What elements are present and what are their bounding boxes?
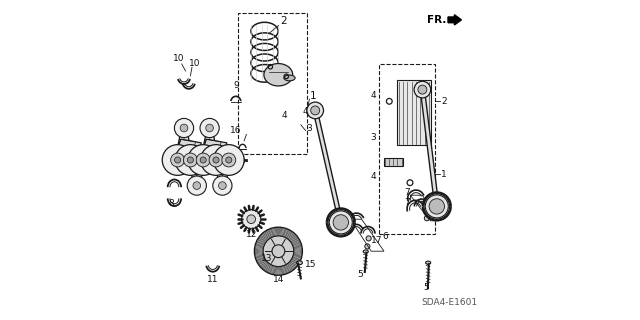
Text: 2: 2 <box>441 97 447 106</box>
Bar <box>380 64 435 234</box>
Circle shape <box>193 182 201 189</box>
Circle shape <box>188 176 206 195</box>
Circle shape <box>307 102 323 119</box>
Circle shape <box>366 236 371 241</box>
Circle shape <box>163 145 193 175</box>
Circle shape <box>200 157 206 163</box>
Ellipse shape <box>297 261 302 265</box>
Circle shape <box>206 124 214 132</box>
Ellipse shape <box>364 250 369 253</box>
Circle shape <box>242 210 261 229</box>
Circle shape <box>219 182 227 189</box>
Bar <box>383 158 403 166</box>
Ellipse shape <box>284 75 295 81</box>
Text: 2: 2 <box>280 16 287 26</box>
Circle shape <box>424 216 429 221</box>
Text: 7: 7 <box>345 222 351 231</box>
Text: 15: 15 <box>305 260 317 269</box>
Text: 9: 9 <box>234 81 239 90</box>
Circle shape <box>226 157 232 163</box>
Circle shape <box>213 157 219 163</box>
Circle shape <box>259 240 275 256</box>
Text: 4: 4 <box>302 107 308 116</box>
Circle shape <box>180 124 188 132</box>
Text: 3: 3 <box>306 124 312 133</box>
Text: 6: 6 <box>437 206 442 215</box>
Text: 6: 6 <box>383 232 388 241</box>
Text: 3: 3 <box>371 133 376 142</box>
Text: 8: 8 <box>168 199 174 208</box>
Wedge shape <box>198 154 227 174</box>
Wedge shape <box>199 139 227 160</box>
Wedge shape <box>173 154 201 174</box>
Text: 7: 7 <box>404 198 410 207</box>
Circle shape <box>418 85 427 94</box>
Circle shape <box>414 81 431 98</box>
Text: FR.: FR. <box>427 15 447 25</box>
Text: 4: 4 <box>282 111 287 120</box>
Circle shape <box>254 227 302 275</box>
Circle shape <box>175 157 180 163</box>
Circle shape <box>196 153 210 167</box>
Circle shape <box>188 145 219 175</box>
Circle shape <box>263 244 271 252</box>
Circle shape <box>426 209 431 214</box>
Circle shape <box>247 215 255 223</box>
Circle shape <box>333 215 349 230</box>
Text: 10: 10 <box>173 54 184 63</box>
Circle shape <box>201 145 232 175</box>
Circle shape <box>365 244 370 249</box>
Text: 13: 13 <box>262 254 273 263</box>
Text: 7: 7 <box>404 188 410 196</box>
FancyArrow shape <box>448 15 461 25</box>
Text: 14: 14 <box>273 275 284 284</box>
Text: 1: 1 <box>310 91 316 101</box>
Text: 5: 5 <box>357 270 362 279</box>
Text: 16: 16 <box>230 126 242 135</box>
Circle shape <box>188 157 193 163</box>
Circle shape <box>429 199 445 214</box>
Circle shape <box>174 118 194 138</box>
Bar <box>239 13 307 154</box>
Text: 17: 17 <box>371 236 383 244</box>
Circle shape <box>214 145 244 175</box>
Circle shape <box>184 153 197 167</box>
Circle shape <box>175 145 206 175</box>
Text: 5: 5 <box>423 283 429 292</box>
Circle shape <box>171 153 184 167</box>
Text: 7: 7 <box>345 211 351 220</box>
Circle shape <box>209 153 223 167</box>
Circle shape <box>200 118 219 138</box>
Text: 12: 12 <box>246 230 257 239</box>
Bar <box>397 80 431 145</box>
Circle shape <box>222 153 236 167</box>
Text: 4: 4 <box>371 91 376 100</box>
Circle shape <box>272 245 285 258</box>
Wedge shape <box>173 139 202 160</box>
Text: 4: 4 <box>371 172 376 181</box>
Text: 1: 1 <box>441 170 447 179</box>
Circle shape <box>424 194 450 219</box>
Ellipse shape <box>426 261 431 264</box>
Circle shape <box>328 210 353 235</box>
Circle shape <box>212 176 232 195</box>
Circle shape <box>263 236 294 267</box>
Ellipse shape <box>264 64 292 86</box>
Text: SDA4-E1601: SDA4-E1601 <box>422 298 477 307</box>
Text: 11: 11 <box>207 275 218 284</box>
Text: 17: 17 <box>430 208 442 217</box>
Text: 10: 10 <box>189 59 201 68</box>
Circle shape <box>311 106 320 115</box>
